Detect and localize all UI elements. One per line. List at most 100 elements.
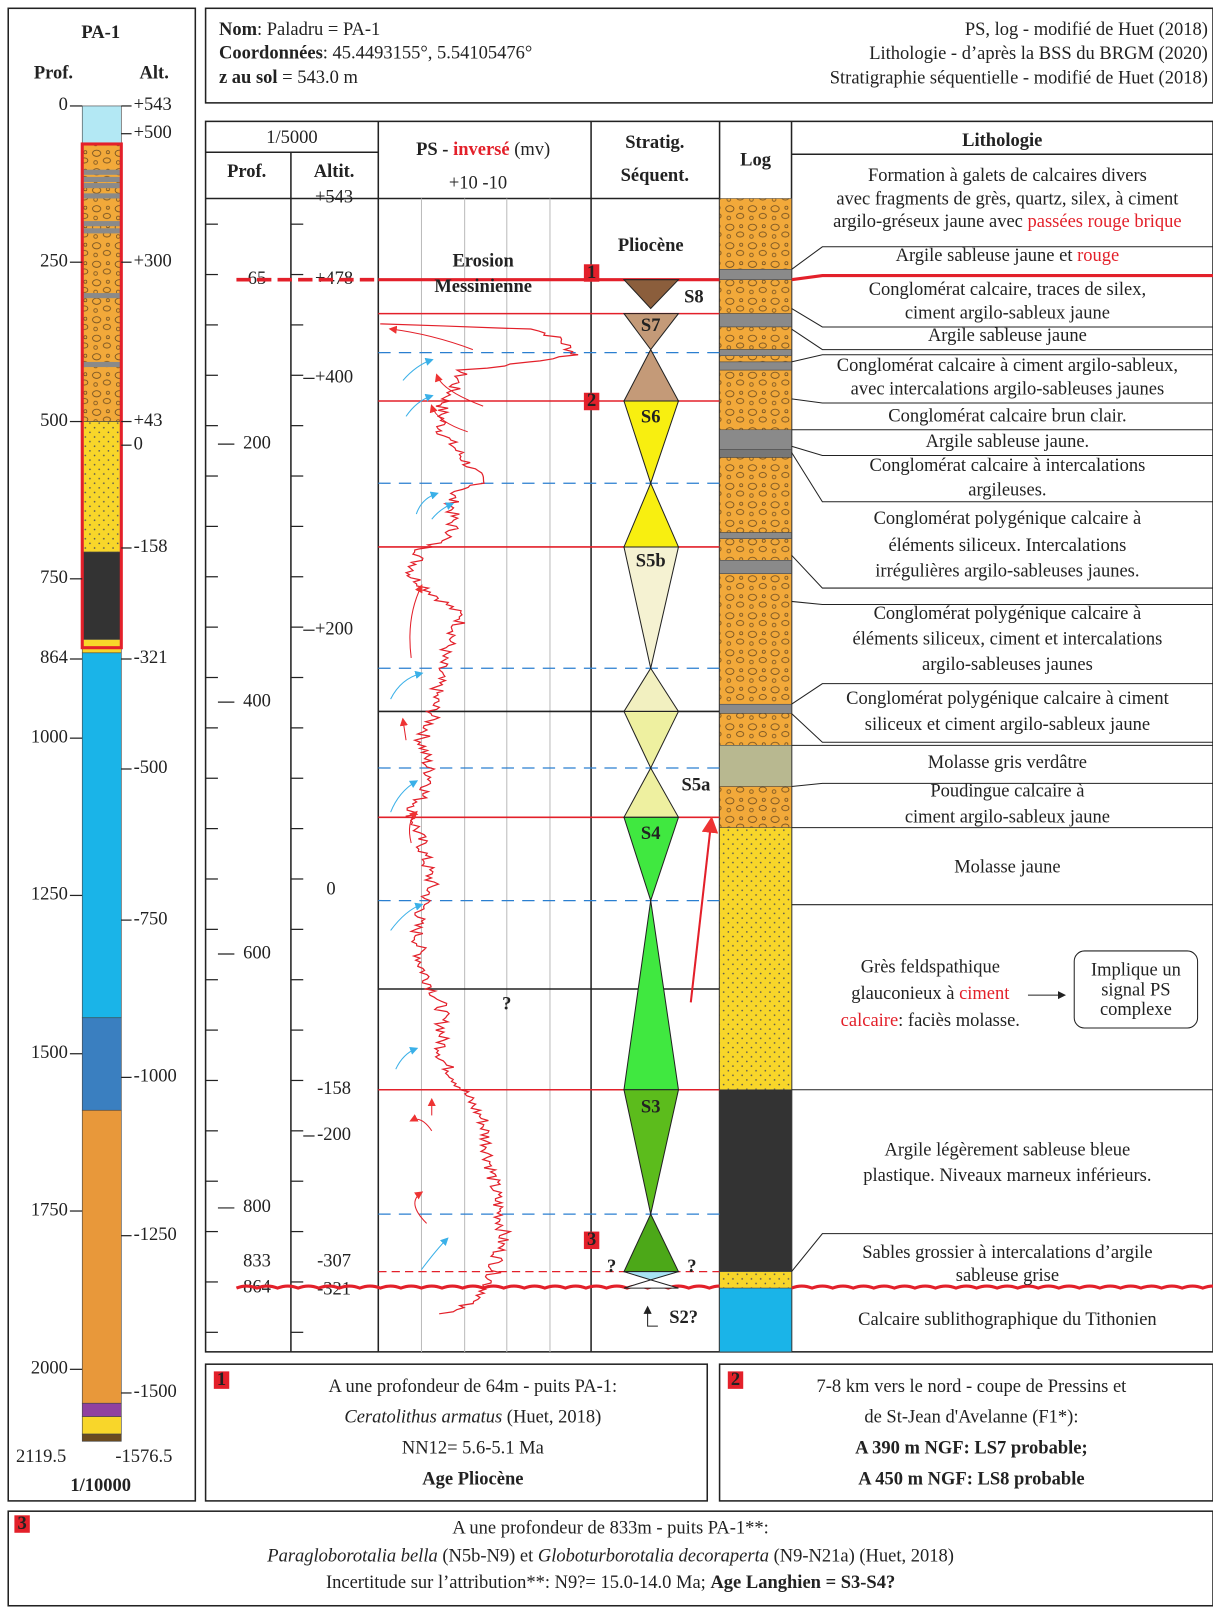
sequence-label: S8 — [684, 287, 704, 307]
lithology-text-part: ciment argilo-sableux jaune — [905, 808, 1110, 828]
side-note: complexe — [1100, 1000, 1172, 1020]
alt-label: -500 — [134, 758, 168, 778]
sequence-label: S2? — [669, 1308, 698, 1328]
lithology-text-part: Conglomérat calcaire à ciment argilo-sab… — [837, 356, 1178, 376]
sequence-triangle — [622, 313, 680, 351]
lithology-text-part: éléments siliceux, ciment et intercalati… — [853, 630, 1163, 650]
ps-scale: +10 -10 — [449, 173, 507, 193]
col-header: Stratig. — [625, 133, 684, 153]
log-layer — [719, 429, 792, 450]
well-layer — [81, 1433, 122, 1442]
lithology-text: éléments siliceux. Intercalations — [888, 536, 1126, 556]
note-text-part: A 390 m NGF: LS7 probable; — [855, 1439, 1087, 1459]
depth-label: 1750 — [31, 1200, 68, 1220]
marker-box — [583, 264, 600, 282]
clay-band — [82, 361, 122, 368]
col-header: Séquent. — [621, 166, 689, 186]
lithology-divider — [791, 782, 1213, 787]
epoch-label: Pliocène — [618, 236, 684, 256]
clay-band — [82, 228, 122, 234]
alt-label: -750 — [134, 909, 168, 929]
log-layer — [719, 279, 792, 314]
col-header-part: PS - — [416, 140, 453, 160]
alt-label: -1500 — [134, 1382, 177, 1402]
lithology-text: ciment argilo-sableux jaune — [905, 808, 1110, 828]
lithology-divider — [791, 398, 1213, 404]
lithology-text: Molasse jaune — [954, 858, 1060, 878]
depth-label: 65 — [248, 269, 266, 289]
lithology-text-part: Conglomérat polygénique calcaire à cimen… — [846, 689, 1169, 709]
note-text-part: de St-Jean d'Avelanne (F1*): — [864, 1408, 1078, 1428]
ps-curve — [380, 323, 579, 1315]
lithology-text-part: Argile sableuse jaune. — [926, 432, 1090, 452]
lithology-text-part: : faciès molasse. — [898, 1011, 1020, 1031]
lithology-text-part: Molasse gris verdâtre — [928, 753, 1087, 773]
lithology-text: Poudingue calcaire à — [930, 782, 1084, 802]
lithology-text: glauconieux à ciment — [851, 984, 1010, 1004]
sequence-triangle — [623, 816, 680, 903]
lithology-divider — [791, 600, 1213, 606]
marker-label: 1 — [217, 1370, 226, 1390]
erosion-label: Messinienne — [434, 277, 532, 297]
lithology-text-part: argileuses. — [968, 481, 1046, 501]
marker-box — [213, 1371, 230, 1389]
lithology-text: Sables grossier à intercalations d’argil… — [862, 1243, 1152, 1263]
note-text-part: A une profondeur de 64m - puits PA-1: — [329, 1377, 618, 1397]
depth-label: 1000 — [31, 727, 68, 747]
trend-arrow — [390, 902, 424, 931]
log-layer — [719, 1271, 792, 1289]
marker-label: 3 — [587, 1230, 596, 1250]
marker-label: 2 — [587, 391, 596, 411]
note-text-part: Globoturborotalia decoraperta — [538, 1547, 769, 1567]
alt-label: +200 — [315, 619, 353, 639]
side-note: Implique un — [1091, 961, 1181, 981]
sequence-triangle — [623, 1089, 680, 1215]
lithology-text-part: Conglomérat calcaire brun clair. — [888, 407, 1126, 427]
alt-label: 0 — [326, 880, 335, 900]
note-text-part: A 450 m NGF: LS8 probable — [858, 1470, 1084, 1490]
lithology-text-part: ciment argilo-sableux jaune — [905, 304, 1110, 324]
sequence-triangle — [623, 348, 680, 402]
marker-box — [583, 1231, 600, 1250]
note-text-part: (N9-N21a) (Huet, 2018) — [769, 1547, 954, 1567]
trend-arrow — [388, 325, 474, 351]
lithology-divider — [791, 452, 1213, 503]
log-layer — [719, 198, 792, 270]
lithology-text: éléments siliceux, ciment et intercalati… — [853, 630, 1163, 650]
lithology-text-part: éléments siliceux. Intercalations — [888, 536, 1126, 556]
lithology-text: argilo-gréseux jaune avec passées rouge … — [833, 212, 1181, 232]
alt-label: -1576.5 — [115, 1447, 172, 1467]
lithology-text-part: avec intercalations argilo-sableuses jau… — [851, 380, 1165, 400]
depth-label: 2000 — [31, 1359, 68, 1379]
alt-label: 0 — [134, 434, 143, 454]
sequence-triangle — [623, 1279, 679, 1289]
lithology-text: Argile légèrement sableuse bleue — [885, 1141, 1131, 1161]
lithology-text: avec fragments de grès, quartz, silex, à… — [836, 190, 1179, 210]
lithology-divider — [791, 246, 1213, 270]
note-text-part: Age Langhien = S3-S4? — [710, 1573, 895, 1593]
marker-label: 1 — [587, 263, 596, 283]
depth-label: 2119.5 — [16, 1447, 66, 1467]
clay-band — [82, 293, 122, 299]
alt-label: -200 — [317, 1125, 351, 1145]
well-layer — [81, 652, 122, 1019]
well-layer — [81, 1017, 122, 1111]
lithology-divider — [791, 1233, 1213, 1272]
log-layer — [719, 786, 792, 828]
note-text-part: A une profondeur de 833m - puits PA-1**: — [452, 1519, 768, 1539]
lithology-text-part: Calcaire sublithographique du Tithonien — [858, 1310, 1157, 1330]
note-text-part: Paragloborotalia bella — [266, 1547, 437, 1567]
note-text: NN12= 5.6-5.1 Ma — [402, 1439, 544, 1459]
lithology-text: argileuses. — [968, 481, 1046, 501]
lithology-text-part: argilo-gréseux jaune avec — [833, 212, 1027, 232]
lithology-text-part: sableuse grise — [956, 1266, 1059, 1286]
lithology-text: avec intercalations argilo-sableuses jau… — [851, 380, 1165, 400]
header-line-text-part: Coordonnées — [219, 44, 323, 64]
header-line-text-part: Nom — [219, 20, 258, 40]
lithology-text: Conglomérat polygénique calcaire à — [874, 509, 1142, 529]
sequence-label: S6 — [641, 408, 661, 428]
header-line-text-part: : Paladru = PA-1 — [257, 20, 380, 40]
